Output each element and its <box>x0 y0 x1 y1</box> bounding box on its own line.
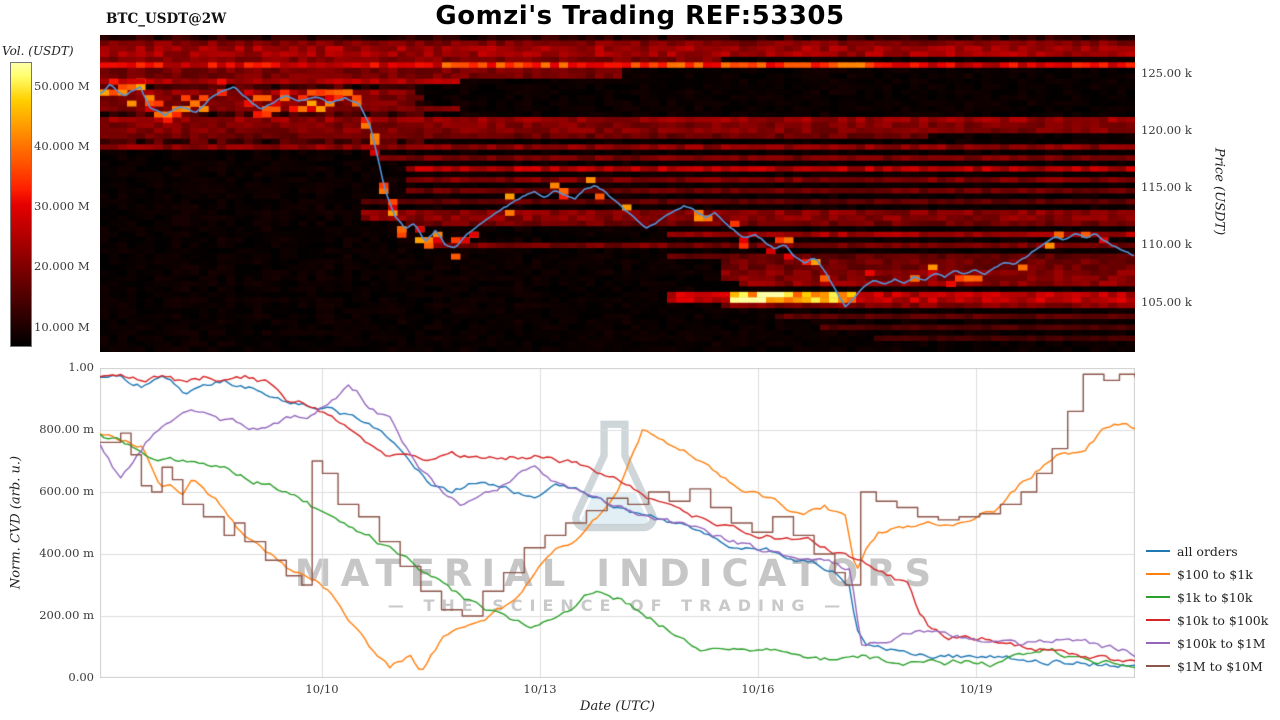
legend-label: all orders <box>1177 543 1238 559</box>
legend-line-swatch <box>1146 641 1170 645</box>
cvd-line-plot <box>100 368 1135 678</box>
axis-tick-label: 125.00 k <box>1141 65 1192 80</box>
legend-item: $1k to $10k <box>1146 589 1268 605</box>
volume-colorbar <box>10 62 32 347</box>
legend-label: $100 to $1k <box>1177 566 1253 582</box>
legend-line-swatch <box>1146 572 1170 576</box>
legend-label: $1M to $10M <box>1177 658 1263 674</box>
legend-item: all orders <box>1146 543 1268 559</box>
axis-tick-label: 0.00 <box>68 670 94 684</box>
legend-line-swatch <box>1146 595 1170 599</box>
page-title: Gomzi's Trading REF:53305 <box>435 1 845 31</box>
legend-item: $1M to $10M <box>1146 658 1268 674</box>
axis-tick-label: 600.00 m <box>39 484 94 498</box>
axis-tick-label: 10/13 <box>523 682 557 696</box>
axis-tick-label: 110.00 k <box>1141 237 1192 252</box>
axis-tick-label: 40.000 M <box>34 139 90 154</box>
axis-tick-label: 400.00 m <box>39 546 94 560</box>
legend-line-swatch <box>1146 618 1170 622</box>
orderbook-heatmap-plot <box>100 35 1135 352</box>
colorbar-label: Vol. (USDT) <box>2 44 74 58</box>
axis-tick-label: 120.00 k <box>1141 122 1192 137</box>
axis-tick-label: 30.000 M <box>34 199 90 214</box>
legend: all orders $100 to $1k $1k to $10k $10k to … <box>1146 543 1268 674</box>
axis-tick-label: 10/10 <box>305 682 339 696</box>
legend-label: $100k to $1M <box>1177 635 1266 651</box>
legend-item: $100k to $1M <box>1146 635 1268 651</box>
axis-tick-label: 115.00 k <box>1141 180 1192 195</box>
cvd-x-axis-label: Date (UTC) <box>580 699 655 714</box>
legend-item: $10k to $100k <box>1146 612 1268 628</box>
axis-tick-label: 105.00 k <box>1141 294 1192 309</box>
legend-item: $100 to $1k <box>1146 566 1268 582</box>
legend-line-swatch <box>1146 664 1170 668</box>
axis-tick-label: 10.000 M <box>34 319 90 334</box>
legend-line-swatch <box>1146 549 1170 553</box>
legend-label: $1k to $10k <box>1177 589 1253 605</box>
axis-tick-label: 200.00 m <box>39 608 94 622</box>
axis-tick-label: 10/19 <box>959 682 993 696</box>
axis-tick-label: 20.000 M <box>34 259 90 274</box>
price-axis-label: Price (USDT) <box>1211 147 1227 236</box>
axis-tick-label: 10/16 <box>741 682 775 696</box>
symbol-label: BTC_USDT@2W <box>106 11 227 27</box>
axis-tick-label: 800.00 m <box>39 422 94 436</box>
cvd-y-axis-label: Norm. CVD (arb. u.) <box>8 455 24 590</box>
axis-tick-label: 50.000 M <box>34 79 90 94</box>
axis-tick-label: 1.00 <box>68 360 94 374</box>
legend-label: $10k to $100k <box>1177 612 1269 628</box>
